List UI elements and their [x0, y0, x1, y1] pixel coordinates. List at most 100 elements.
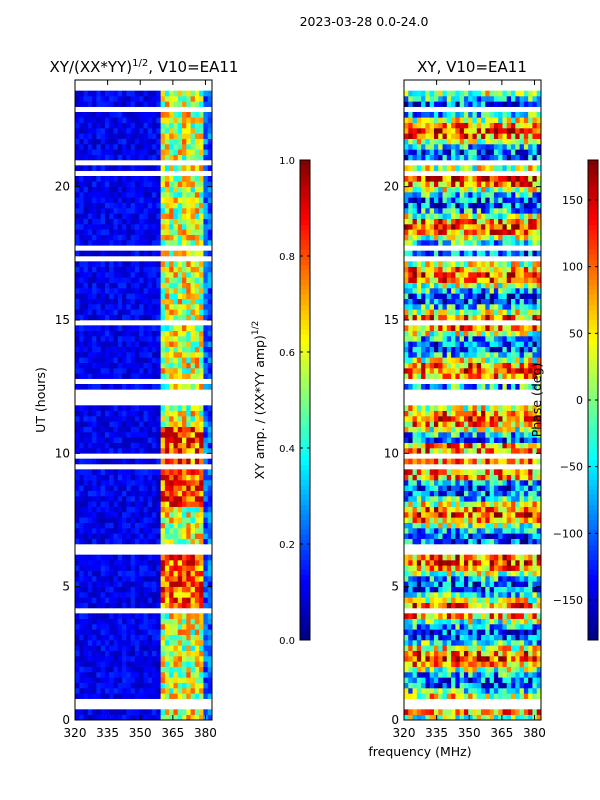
heatmap-cell	[83, 234, 89, 241]
heatmap-cell	[96, 373, 102, 379]
heatmap-cell	[87, 586, 93, 593]
heatmap-cell	[203, 426, 209, 433]
amplitude-colorbar-swatch	[300, 415, 310, 421]
heatmap-cell	[177, 688, 183, 694]
heatmap-cell	[404, 522, 409, 529]
heatmap-cell	[164, 432, 170, 438]
heatmap-cell	[468, 661, 473, 667]
heatmap-cell	[528, 618, 533, 625]
heatmap-cell	[511, 682, 516, 689]
phase-heatmap-row	[404, 613, 542, 619]
heatmap-cell	[164, 373, 170, 379]
heatmap-cell	[104, 282, 110, 289]
heatmap-cell	[186, 496, 191, 502]
heatmap-cell	[173, 410, 179, 417]
heatmap-cell	[117, 186, 123, 193]
heatmap-cell	[182, 624, 187, 630]
heatmap-cell	[515, 496, 520, 502]
heatmap-cell	[532, 581, 538, 587]
heatmap-cell	[493, 576, 499, 582]
amplitude-colorbar-swatch	[300, 505, 310, 511]
heatmap-cell	[75, 341, 80, 347]
amplitude-heatmap-row	[75, 384, 213, 390]
heatmap-cell	[421, 688, 426, 694]
heatmap-cell	[203, 592, 209, 598]
heatmap-cell	[96, 528, 102, 534]
heatmap-cell	[442, 512, 448, 518]
heatmap-cell	[489, 656, 495, 662]
heatmap-cell	[79, 480, 84, 486]
heatmap-cell	[117, 650, 123, 657]
heatmap-cell	[412, 480, 418, 486]
heatmap-cell	[493, 512, 499, 518]
heatmap-cell	[122, 656, 127, 662]
heatmap-cell	[190, 554, 196, 561]
heatmap-cell	[536, 688, 542, 694]
heatmap-cell	[463, 538, 469, 545]
heatmap-cell	[126, 373, 132, 379]
heatmap-cell	[130, 624, 136, 630]
heatmap-cell	[92, 229, 97, 235]
amplitude-heatmap-row	[75, 581, 213, 587]
heatmap-cell	[122, 570, 127, 577]
heatmap-cell	[199, 122, 204, 129]
heatmap-cell	[96, 176, 102, 182]
heatmap-cell	[433, 709, 439, 715]
amplitude-colorbar-label: XY amp. / (XX*YY amp)1/2	[251, 321, 267, 480]
heatmap-cell	[404, 634, 409, 641]
amplitude-heatmap-title: XY/(XX*YY)1/2, V10=EA11	[50, 58, 239, 76]
heatmap-cell	[446, 570, 452, 577]
heatmap-cell	[169, 533, 174, 539]
heatmap-cell	[433, 677, 439, 683]
heatmap-cell	[117, 266, 123, 273]
heatmap-cell	[446, 677, 452, 683]
heatmap-cell	[79, 192, 84, 198]
heatmap-cell	[156, 325, 162, 331]
heatmap-cell	[75, 149, 80, 155]
heatmap-cell	[87, 128, 93, 134]
heatmap-cell	[126, 693, 132, 699]
heatmap-cell	[412, 650, 418, 657]
heatmap-cell	[122, 373, 127, 379]
amplitude-y-tick-label: 20	[55, 180, 70, 194]
heatmap-cell	[451, 693, 456, 699]
heatmap-cell	[139, 261, 144, 267]
heatmap-cell	[177, 138, 183, 145]
heatmap-cell	[130, 186, 136, 193]
amplitude-heatmap-row	[75, 592, 213, 598]
heatmap-cell	[75, 229, 80, 235]
heatmap-cell	[412, 661, 418, 667]
heatmap-cell	[156, 266, 162, 273]
heatmap-cell	[156, 554, 162, 561]
heatmap-cell	[190, 314, 196, 321]
heatmap-cell	[152, 165, 157, 171]
heatmap-cell	[493, 672, 499, 678]
heatmap-cell	[515, 501, 520, 507]
heatmap-cell	[75, 122, 80, 129]
heatmap-cell	[169, 298, 174, 305]
heatmap-cell	[109, 565, 114, 571]
heatmap-cell	[169, 197, 174, 203]
heatmap-cell	[186, 522, 191, 529]
heatmap-cell	[451, 624, 456, 630]
heatmap-cell	[130, 384, 136, 390]
heatmap-cell	[177, 304, 183, 310]
heatmap-cell	[451, 533, 456, 539]
heatmap-cell	[515, 672, 520, 678]
heatmap-cell	[160, 272, 166, 278]
heatmap-cell	[117, 570, 123, 577]
heatmap-cell	[433, 565, 439, 571]
heatmap-cell	[160, 384, 166, 390]
heatmap-cell	[199, 480, 204, 486]
heatmap-cell	[468, 437, 473, 443]
heatmap-cell	[96, 101, 102, 107]
amplitude-colorbar-swatch	[300, 590, 310, 596]
heatmap-cell	[147, 661, 153, 667]
heatmap-cell	[182, 661, 187, 667]
heatmap-cell	[190, 90, 196, 97]
heatmap-cell	[79, 112, 84, 118]
heatmap-cell	[96, 208, 102, 214]
heatmap-cell	[92, 517, 97, 523]
heatmap-cell	[416, 650, 422, 657]
heatmap-cell	[190, 229, 196, 235]
